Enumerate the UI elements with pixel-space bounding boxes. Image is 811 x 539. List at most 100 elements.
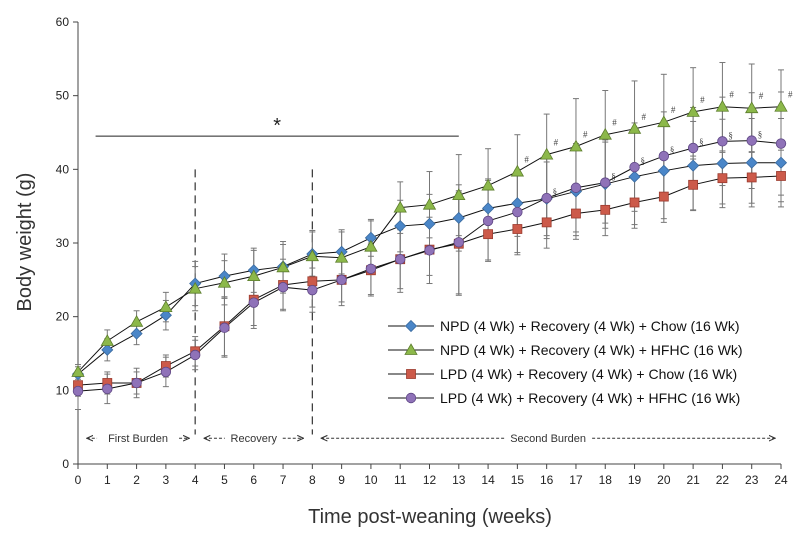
data-point	[395, 254, 406, 265]
data-point	[774, 99, 788, 112]
phase-label: First Burden	[108, 433, 168, 445]
legend-entry: LPD (4 Wk) + Recovery (4 Wk) + Chow (16 …	[388, 366, 737, 382]
data-point	[453, 237, 464, 248]
data-point	[774, 156, 788, 169]
data-point	[512, 206, 523, 218]
data-point	[541, 192, 552, 204]
data-point	[539, 147, 554, 160]
data-point	[570, 182, 582, 193]
hash-mark: #	[583, 129, 588, 139]
x-axis-title: Time post-weaning (weeks)	[308, 506, 552, 528]
data-point	[658, 150, 670, 162]
data-point	[130, 327, 143, 340]
data-point	[129, 315, 144, 327]
data-point	[482, 215, 494, 227]
data-point	[775, 138, 787, 149]
data-point	[452, 188, 466, 201]
x-tick-label: 24	[774, 473, 788, 487]
legend-label: LPD (4 Wk) + Recovery (4 Wk) + HFHC (16 …	[440, 390, 740, 406]
hash-mark: #	[612, 118, 617, 128]
data-point	[159, 300, 173, 312]
x-tick-label: 9	[338, 473, 345, 487]
data-point	[365, 263, 377, 274]
data-point	[100, 334, 114, 346]
section-mark: §	[699, 137, 704, 147]
data-point	[687, 159, 700, 172]
x-tick-label: 1	[104, 473, 111, 487]
legend-label: NPD (4 Wk) + Recovery (4 Wk) + HFHC (16 …	[440, 342, 743, 358]
legend-entry: LPD (4 Wk) + Recovery (4 Wk) + HFHC (16 …	[388, 390, 740, 406]
section-mark: §	[670, 145, 675, 155]
data-point	[569, 139, 583, 152]
y-tick-label: 20	[56, 310, 70, 324]
series-markers	[72, 135, 787, 397]
data-point	[131, 377, 142, 389]
hash-mark: #	[642, 112, 647, 122]
section-mark: §	[728, 130, 733, 140]
data-point	[305, 249, 320, 262]
data-point	[307, 284, 318, 296]
x-tick-label: 23	[745, 473, 759, 487]
data-point	[628, 170, 641, 183]
data-point	[424, 245, 435, 256]
data-point	[406, 369, 416, 379]
data-point	[189, 349, 201, 361]
x-tick-label: 17	[569, 473, 583, 487]
x-tick-label: 18	[599, 473, 613, 487]
phase-label: Recovery	[231, 433, 278, 445]
data-point	[101, 343, 114, 356]
x-tick-label: 14	[481, 473, 495, 487]
data-point	[423, 217, 436, 230]
data-point	[159, 309, 172, 322]
x-tick-label: 15	[511, 473, 525, 487]
data-point	[481, 178, 495, 191]
data-point	[745, 101, 759, 114]
data-point	[629, 161, 640, 173]
x-tick-label: 21	[686, 473, 700, 487]
data-point	[71, 365, 85, 377]
data-point	[217, 275, 232, 288]
hash-mark: #	[729, 90, 734, 100]
hash-mark: #	[671, 105, 676, 115]
y-tick-label: 30	[56, 236, 70, 250]
data-point	[510, 164, 525, 177]
data-point	[776, 171, 786, 181]
data-point	[483, 229, 493, 240]
hash-mark: #	[700, 95, 705, 105]
data-point	[600, 177, 611, 188]
section-mark: §	[758, 130, 763, 140]
section-mark: §	[553, 187, 558, 197]
series-markers	[71, 99, 788, 377]
data-point	[248, 297, 259, 308]
chart-annotations: * First Burden Recovery Second Burden # # # # # #…	[87, 90, 793, 445]
x-tick-label: 8	[309, 473, 316, 487]
data-point	[334, 250, 349, 263]
significance-star: *	[273, 115, 281, 137]
hash-mark: #	[759, 91, 764, 101]
data-point	[336, 274, 347, 286]
x-tick-label: 0	[75, 473, 82, 487]
legend-label: NPD (4 Wk) + Recovery (4 Wk) + Chow (16 …	[440, 318, 740, 334]
data-point	[482, 202, 495, 215]
x-tick-label: 11	[394, 473, 407, 487]
data-point	[277, 282, 289, 293]
data-point	[541, 217, 552, 228]
data-point	[188, 281, 202, 294]
data-point	[72, 385, 84, 397]
data-point	[657, 115, 671, 128]
y-tick-label: 50	[56, 89, 70, 103]
y-tick-label: 10	[56, 383, 70, 397]
x-tick-label: 13	[452, 473, 466, 487]
x-tick-label: 10	[364, 473, 378, 487]
data-point	[686, 105, 700, 117]
y-tick-label: 60	[56, 15, 70, 29]
legend-entry: NPD (4 Wk) + Recovery (4 Wk) + Chow (16 …	[388, 318, 740, 334]
data-point	[687, 142, 699, 154]
data-point	[629, 197, 640, 208]
data-point	[160, 366, 172, 378]
data-point	[600, 204, 611, 215]
hash-mark: #	[524, 155, 529, 165]
data-point	[422, 197, 437, 210]
